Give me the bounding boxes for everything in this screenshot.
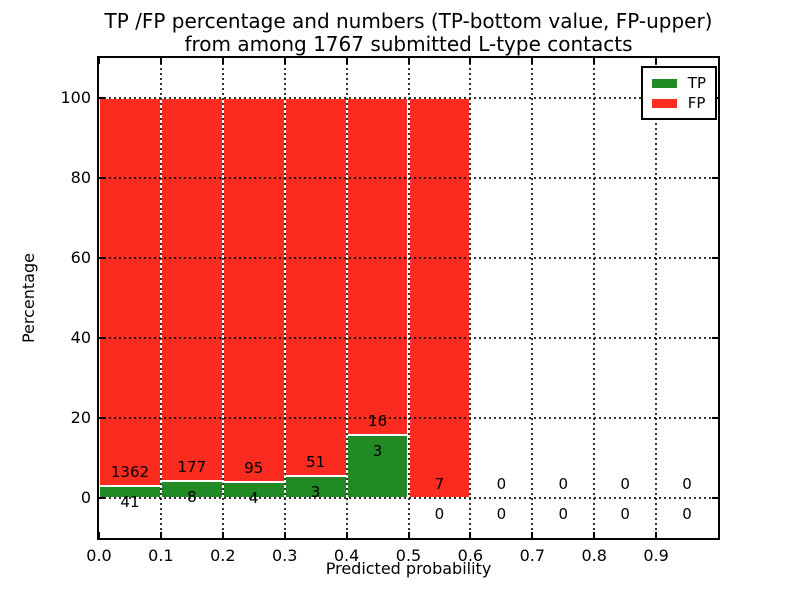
bar-segment-fp: [222, 98, 285, 482]
bar-segment-fp: [408, 98, 471, 498]
x-tick-bottom: [159, 532, 162, 538]
fp-count-label: 7: [434, 475, 445, 493]
x-tick-label: 0.4: [333, 546, 360, 565]
legend-item-tp: TP: [651, 73, 706, 93]
y-tick-left: [99, 337, 105, 339]
x-tick-bottom: [283, 532, 286, 538]
y-tick-left: [99, 257, 105, 259]
x-tick-top: [221, 58, 224, 64]
x-tick-top: [531, 58, 534, 64]
gridline-vertical: [469, 58, 472, 538]
legend-item-fp: FP: [651, 93, 706, 113]
x-tick-label: 0.3: [271, 546, 298, 565]
chart-title: TP /FP percentage and numbers (TP-bottom…: [97, 10, 720, 56]
fp-count-label: 0: [682, 475, 692, 493]
x-tick-label: 0.0: [86, 546, 112, 565]
x-axis-label: Predicted probability: [325, 559, 492, 578]
x-tick-top: [407, 58, 410, 64]
fp-count-label: 95: [244, 458, 264, 477]
x-tick-top: [159, 58, 162, 64]
legend-swatch-fp-icon: [651, 98, 677, 108]
gridline-vertical: [283, 58, 286, 538]
bar-segment-fp: [284, 98, 347, 476]
y-tick-right: [712, 417, 718, 419]
fp-count-label: 0: [496, 475, 507, 493]
gridline-vertical: [531, 58, 534, 538]
y-tick-label: 0: [80, 488, 91, 507]
y-tick-label: 60: [70, 248, 91, 267]
y-tick-left: [99, 417, 105, 419]
y-tick-label: 20: [70, 408, 91, 427]
x-tick-bottom: [345, 532, 348, 538]
gridline-vertical: [655, 58, 658, 538]
x-tick-bottom: [407, 532, 410, 538]
x-tick-top: [593, 58, 596, 64]
tp-count-label: 3: [310, 482, 321, 501]
y-tick-right: [712, 337, 718, 339]
gridline-vertical: [593, 58, 596, 538]
y-tick-right: [712, 177, 718, 179]
gridline-vertical: [407, 58, 410, 538]
x-tick-bottom: [593, 532, 596, 538]
x-tick-label: 0.9: [643, 546, 669, 565]
tp-count-label: 8: [187, 487, 197, 506]
gridline-vertical: [221, 58, 224, 538]
bar-segment-fp: [346, 98, 409, 435]
bar-segment-fp: [160, 98, 223, 481]
y-tick-right: [712, 257, 718, 259]
x-tick-label: 0.5: [395, 546, 422, 565]
legend: TP FP: [640, 66, 717, 120]
y-tick-label: 40: [70, 328, 91, 347]
x-tick-label: 0.7: [519, 546, 546, 565]
y-tick-label: 100: [60, 88, 91, 107]
fp-count-label: 0: [558, 475, 569, 493]
x-tick-label: 0.8: [581, 546, 607, 565]
x-tick-top: [469, 58, 472, 64]
x-tick-top: [283, 58, 286, 64]
gridline-vertical: [345, 58, 348, 538]
tp-count-label: 0: [434, 505, 445, 523]
x-tick-label: 0.1: [148, 546, 174, 565]
fp-count-label: 177: [177, 457, 207, 476]
tp-count-label: 0: [620, 505, 630, 523]
x-tick-bottom: [221, 532, 224, 538]
x-tick-bottom: [655, 532, 658, 538]
x-tick-top: [655, 58, 658, 64]
y-tick-right: [712, 497, 718, 499]
bar-segment-fp: [99, 98, 161, 487]
fp-count-label: 1362: [110, 463, 150, 482]
x-tick-bottom: [469, 532, 472, 538]
legend-swatch-tp-icon: [651, 78, 677, 88]
x-tick-label: 0.2: [210, 546, 236, 565]
chart-title-line2: from among 1767 submitted L-type contact…: [184, 32, 633, 56]
x-tick-bottom: [98, 532, 100, 538]
y-tick-left: [99, 497, 105, 499]
legend-label-fp: FP: [687, 94, 706, 112]
legend-label-tp: TP: [687, 74, 706, 92]
x-tick-bottom: [531, 532, 534, 538]
tp-count-label: 0: [496, 505, 507, 523]
y-axis-label: Percentage: [19, 253, 38, 344]
fp-count-label: 16: [368, 411, 388, 430]
x-tick-top: [98, 58, 100, 64]
plot-area: TP FP 0 20 40 60 80 100 0.0 0.1 0.2 0.3 0.4 0.5 0.6 0…: [60, 56, 720, 565]
y-tick-label: 80: [70, 168, 91, 187]
tp-count-label: 4: [248, 488, 259, 507]
chart-title-line1: TP /FP percentage and numbers (TP-bottom…: [104, 9, 713, 33]
tp-count-label: 0: [558, 505, 569, 523]
y-tick-left: [99, 177, 105, 179]
tp-count-label: 0: [682, 505, 692, 523]
tp-count-label: 41: [120, 493, 140, 512]
fp-count-label: 51: [306, 452, 326, 471]
x-tick-label: 0.6: [457, 546, 484, 565]
y-tick-left: [99, 97, 105, 99]
fp-count-label: 0: [620, 475, 630, 493]
x-tick-top: [345, 58, 348, 64]
tp-count-label: 3: [372, 441, 383, 460]
gridline-vertical: [159, 58, 162, 538]
